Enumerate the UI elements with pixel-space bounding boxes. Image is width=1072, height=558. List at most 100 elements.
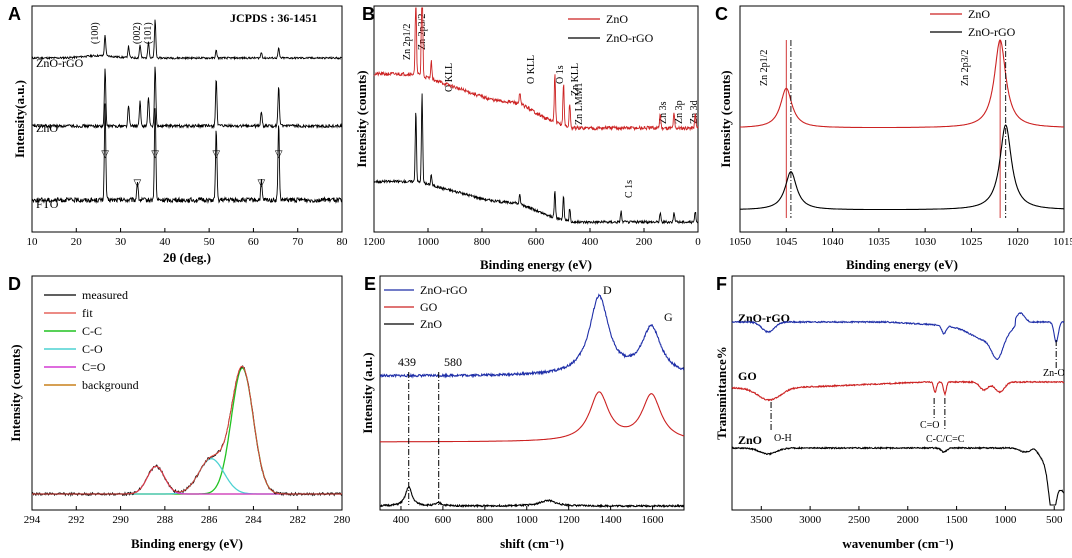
- panel-d-xlabel: Binding energy (eV): [131, 536, 243, 551]
- x-tick-label: 20: [71, 236, 83, 248]
- panel-d-letter: D: [8, 274, 21, 294]
- panel-b-ylabel: Intensity (counts): [354, 70, 369, 167]
- panel-e-ylabel: Intensity (a.u.): [360, 352, 375, 433]
- panel-b-label-zn2p12: Zn 2p1/2: [402, 24, 413, 60]
- panel-b-curves: [373, 7, 699, 226]
- x-tick-label: 282: [289, 514, 306, 526]
- panel-f-curves: [731, 312, 1065, 506]
- x-tick-label: 1025: [960, 236, 983, 248]
- x-tick-label: 600: [528, 236, 545, 248]
- panel-c: C ZnO ZnO-rGO Zn 2p1/2 Zn 2p3/2 1050 1045…: [715, 4, 1072, 272]
- x-tick-label: 294: [24, 514, 41, 526]
- x-tick-label: 0: [695, 236, 701, 248]
- x-tick-label: 284: [245, 514, 262, 526]
- x-tick-label: 10: [27, 236, 39, 248]
- panel-b-label-zn3d: Zn 3d: [689, 100, 700, 124]
- panel-b-legend-zno: ZnO: [606, 12, 628, 26]
- series-line-zno-rgo: [740, 124, 1064, 211]
- panel-e-mark-439: 439: [398, 355, 416, 369]
- x-tick-label: 800: [477, 514, 494, 526]
- panel-e-xlabel: shift (cm⁻¹): [500, 536, 564, 551]
- x-tick-label: 1045: [775, 236, 798, 248]
- x-tick-label: 1000: [994, 514, 1017, 526]
- panel-f-mark-oh: O-H: [774, 433, 792, 444]
- panel-b-label-okll-1: O KLL: [444, 63, 455, 92]
- panel-b-label-znlmm1: Zn LMM1: [574, 83, 585, 126]
- fto-peak-marker: ▽: [101, 149, 109, 160]
- x-tick-label: 50: [204, 236, 216, 248]
- panel-d-ylabel: Intensity (counts): [8, 344, 23, 441]
- legend-e-go: GO: [420, 300, 438, 314]
- x-tick-label: 1020: [1007, 236, 1030, 248]
- x-tick-label: 1015: [1053, 236, 1072, 248]
- panel-b-label-okll-2: O KLL: [526, 55, 537, 84]
- panel-a-label-zno-rgo: ZnO-rGO: [36, 56, 84, 70]
- x-tick-label: 1400: [600, 514, 623, 526]
- x-tick-label: 1000: [417, 236, 440, 248]
- panel-b-label-zn3p: Zn 3p: [674, 100, 685, 124]
- x-tick-label: 400: [393, 514, 410, 526]
- legend-c-double-o: C=O: [82, 360, 106, 374]
- series-line-zno: [373, 7, 699, 132]
- legend-measured: measured: [82, 288, 128, 302]
- panel-d-curves: [31, 364, 343, 497]
- panel-a-hkl-100: (100): [90, 22, 101, 44]
- x-tick-label: 800: [474, 236, 491, 248]
- panel-c-xticks: 1050 1045 1040 1035 1030 1025 1020 1015: [729, 228, 1072, 248]
- panel-f: F ZnO-rGO GO ZnO Zn-O C=O C-C/C=C O-H 35…: [714, 274, 1065, 551]
- panel-e-mark-580: 580: [444, 355, 462, 369]
- legend-co: C-O: [82, 342, 103, 356]
- x-tick-label: 280: [334, 514, 351, 526]
- series-line-zno: [732, 445, 1065, 506]
- x-tick-label: 30: [115, 236, 127, 248]
- series-line-zno: [379, 485, 685, 509]
- panel-a-title: JCPDS : 36-1451: [230, 11, 317, 25]
- x-tick-label: 3000: [799, 514, 822, 526]
- panel-c-frame: [739, 5, 1065, 233]
- panel-c-legend-zno: ZnO: [968, 7, 990, 21]
- fto-peak-marker: ▽: [258, 178, 266, 189]
- panel-f-mark-c-double-o: C=O: [920, 420, 940, 431]
- x-tick-label: 1030: [914, 236, 937, 248]
- series-line-zno-rgo: [731, 312, 1065, 360]
- series-line-zno: [31, 66, 343, 130]
- panel-f-xlabel: wavenumber (cm⁻¹): [842, 536, 953, 551]
- panel-c-curves: [739, 39, 1064, 218]
- panel-b-label-zn3s: Zn 3s: [658, 101, 669, 124]
- series-line-zno-rgo: [373, 93, 699, 226]
- panel-a-label-zno: ZnO: [36, 121, 58, 135]
- panel-b-label-znkll: Zn KLL: [570, 63, 581, 96]
- series-line-c-c: [32, 367, 342, 495]
- panel-e-letter: E: [364, 274, 376, 294]
- panel-a: A JCPDS : 36-1451 (100) (002) (101) ZnO-…: [8, 4, 348, 265]
- x-tick-label: 290: [112, 514, 129, 526]
- panel-b-label-c1s: C 1s: [624, 180, 635, 198]
- panel-e-mark-d: D: [603, 283, 612, 297]
- series-line-zno-rgo: [379, 293, 685, 379]
- panel-e-legend: ZnO-rGO GO ZnO: [384, 283, 468, 331]
- legend-background: background: [82, 378, 139, 392]
- x-tick-label: 2500: [848, 514, 871, 526]
- panel-e: E ZnO-rGO GO ZnO 439 580 D G 400 600 800 10…: [360, 274, 685, 551]
- x-tick-label: 2000: [897, 514, 920, 526]
- panel-d-legend: measured fit C-C C-O C=O background: [44, 288, 139, 392]
- panel-b-xticks: 1200 1000 800 600 400 200 0: [363, 228, 701, 248]
- x-tick-label: 400: [582, 236, 599, 248]
- panel-a-curves: [31, 19, 343, 205]
- x-tick-label: 292: [68, 514, 85, 526]
- panel-d: D measured fit C-C C-O C=O background 29…: [8, 274, 351, 551]
- x-tick-label: 288: [157, 514, 174, 526]
- panel-a-hkl-002: (002): [132, 22, 143, 44]
- x-tick-label: 70: [292, 236, 304, 248]
- panel-a-frame: [31, 5, 343, 233]
- panel-f-mark-zn-o: Zn-O: [1043, 368, 1065, 379]
- legend-e-zno: ZnO: [420, 317, 442, 331]
- panel-c-legend-zno-rgo: ZnO-rGO: [968, 25, 1016, 39]
- panel-b: B ZnO ZnO-rGO Zn 2p1/2 Zn 2p3/2 O KLL O …: [354, 4, 701, 272]
- panel-a-markers: ▽ ▽ ▽ ▽ ▽ ▽: [101, 149, 283, 189]
- fto-peak-marker: ▽: [151, 149, 159, 160]
- panel-b-xlabel: Binding energy (eV): [480, 257, 592, 272]
- x-tick-label: 1050: [729, 236, 752, 248]
- panel-d-xticks: 294 292 290 288 286 284 282 280: [24, 506, 351, 526]
